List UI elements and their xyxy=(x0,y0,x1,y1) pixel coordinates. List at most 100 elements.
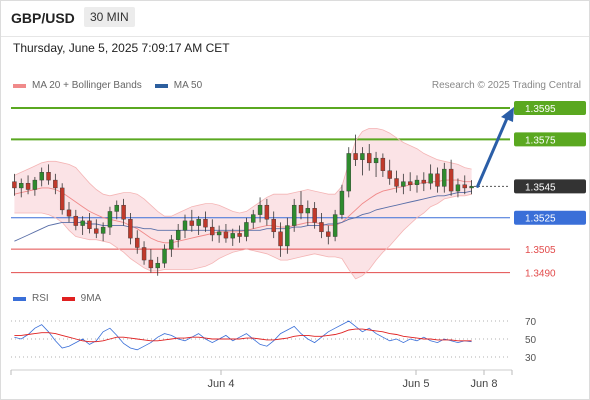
rsi-line xyxy=(14,320,472,351)
candle xyxy=(189,209,195,232)
level-tag-1.3525 xyxy=(514,210,586,225)
candle-body xyxy=(257,204,263,215)
candle-body xyxy=(53,179,58,189)
candle-body xyxy=(210,226,215,236)
candle-body xyxy=(162,248,167,264)
candle xyxy=(87,213,92,234)
candle-body xyxy=(114,204,119,212)
candle-body xyxy=(353,153,358,160)
candle xyxy=(332,209,338,242)
candle xyxy=(285,217,290,254)
x-tick-label: Jun 8 xyxy=(471,378,498,390)
candle-body xyxy=(155,262,160,269)
candle-body xyxy=(360,153,365,160)
candle xyxy=(271,211,276,239)
candle-body xyxy=(148,259,154,269)
candle-body xyxy=(291,204,297,226)
candle xyxy=(360,147,365,176)
candle-body xyxy=(12,181,17,189)
candle-body xyxy=(271,219,276,233)
candle-body xyxy=(251,214,256,223)
candle xyxy=(237,225,242,243)
candles-layer xyxy=(12,134,474,276)
candle xyxy=(305,200,311,226)
candle-body xyxy=(107,211,113,228)
candle xyxy=(25,175,31,195)
candle-body xyxy=(285,225,290,247)
candle xyxy=(66,202,72,223)
level-label-1.3545: 1.3545 xyxy=(525,182,556,193)
candle xyxy=(373,151,379,177)
candle-body xyxy=(66,209,72,217)
ma50-swatch xyxy=(154,83,168,88)
candle xyxy=(210,219,215,242)
candle-body xyxy=(121,204,126,220)
candle xyxy=(155,256,160,276)
candle-body xyxy=(387,170,392,179)
candle-body xyxy=(442,168,447,187)
level-label-1.3525: 1.3525 xyxy=(525,214,556,225)
candle-body xyxy=(455,184,461,192)
candle xyxy=(80,216,85,235)
x-tick-label: Jun 4 xyxy=(208,378,235,390)
candle xyxy=(121,198,126,226)
candle-body xyxy=(407,181,413,185)
rsi-swatch xyxy=(13,296,26,301)
timeframe-badge[interactable]: 30 MIN xyxy=(84,7,135,27)
ma20-legend-label: MA 20 + Bollinger Bands xyxy=(32,80,142,91)
candle-body xyxy=(448,168,454,192)
level-label-1.3575: 1.3575 xyxy=(525,135,556,146)
candle xyxy=(421,172,427,192)
candle-body xyxy=(128,219,133,239)
candle xyxy=(257,197,263,223)
candle xyxy=(196,216,201,235)
candle xyxy=(353,134,358,166)
ma20-line xyxy=(14,179,472,244)
projection-layer xyxy=(476,106,514,188)
candle-body xyxy=(94,228,99,234)
candle-body xyxy=(32,179,38,190)
candle-body xyxy=(203,219,208,228)
candle-body xyxy=(421,179,427,184)
candle xyxy=(203,211,208,232)
candle xyxy=(298,191,304,220)
candle-body xyxy=(326,231,331,237)
candle xyxy=(428,164,433,190)
candle xyxy=(182,214,188,239)
datetime-label: Thursday, June 5, 2025 7:09:17 AM CET xyxy=(13,41,230,55)
candle-body xyxy=(346,153,351,192)
candle-body xyxy=(196,219,201,226)
level-tag-1.3545 xyxy=(514,179,586,194)
ma9-swatch xyxy=(61,296,75,301)
rsi-tick-label: 50 xyxy=(525,335,537,346)
candle-body xyxy=(367,153,372,164)
candle xyxy=(148,249,154,273)
level-label-1.3490: 1.3490 xyxy=(525,269,556,280)
candle xyxy=(435,167,440,193)
candle xyxy=(141,241,147,265)
candle-body xyxy=(216,231,222,236)
candle xyxy=(394,170,399,193)
candle-body xyxy=(169,239,174,250)
candle xyxy=(223,223,229,243)
rsi-legend-label: RSI xyxy=(32,293,49,304)
candle xyxy=(39,167,44,187)
candle xyxy=(407,172,413,192)
candle-body xyxy=(435,173,440,187)
candle xyxy=(169,234,174,257)
candle xyxy=(448,159,454,196)
candle-body xyxy=(373,157,379,164)
level-label-1.3505: 1.3505 xyxy=(525,245,556,256)
candle xyxy=(94,219,99,239)
candle-body xyxy=(223,231,229,239)
price-levels-layer xyxy=(11,106,510,274)
candle xyxy=(380,153,386,177)
level-label-1.3595: 1.3595 xyxy=(525,104,556,115)
candle xyxy=(73,209,79,231)
ma20-swatch xyxy=(13,83,26,88)
candle-body xyxy=(59,187,65,211)
candle-body xyxy=(380,157,386,171)
candle xyxy=(278,222,283,257)
projection-arrow-shaft xyxy=(476,114,510,188)
